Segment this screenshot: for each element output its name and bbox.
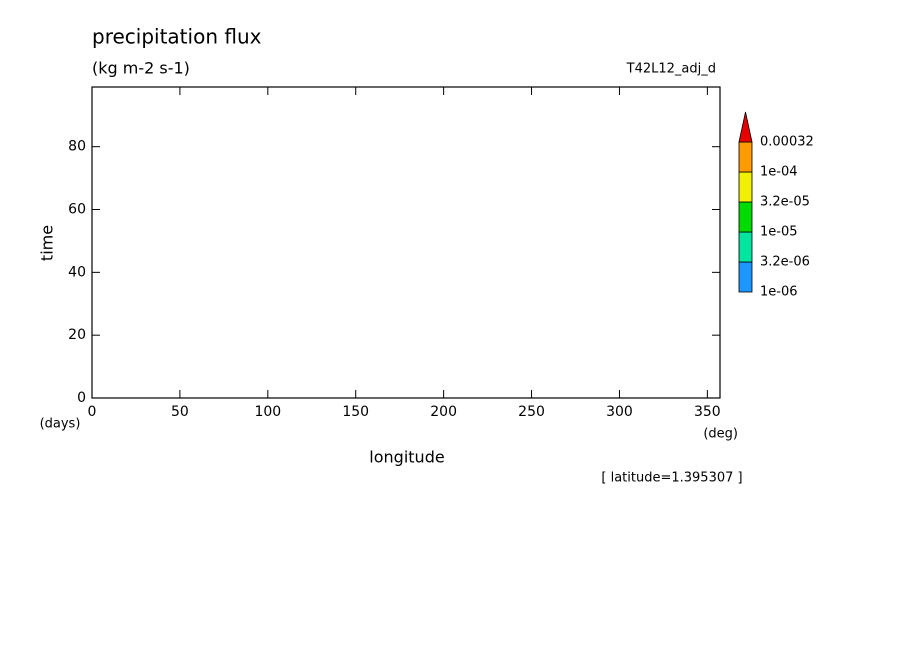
colorbar-label: 1e-06 (760, 285, 798, 300)
y-axis-unit: (days) (40, 417, 81, 432)
x-tick-label: 350 (694, 404, 721, 420)
chart-title: precipitation flux (92, 25, 262, 49)
colorbar-label: 0.00032 (760, 135, 814, 150)
x-tick-label: 200 (430, 404, 457, 420)
x-tick-label: 0 (88, 404, 97, 420)
colorbar-label: 1e-05 (760, 225, 798, 240)
colorbar-label: 3.2e-05 (760, 195, 810, 210)
y-tick-label: 40 (68, 264, 86, 280)
colorbar-box (738, 231, 753, 263)
colorbar-box (738, 141, 753, 173)
x-axis-unit: (deg) (703, 427, 738, 442)
colorbar-box (738, 201, 753, 233)
colorbar-box (738, 171, 753, 203)
plot-frame (91, 86, 721, 399)
y-tick-label: 0 (77, 390, 86, 406)
colorbar-label: 3.2e-06 (760, 255, 810, 270)
y-tick-label: 20 (68, 327, 86, 343)
y-tick-label: 80 (68, 139, 86, 155)
colorbar-extend (738, 111, 753, 143)
x-tick-label: 300 (606, 404, 633, 420)
colorbar-label: 1e-04 (760, 165, 798, 180)
annotation: [ latitude=1.395307 ] (601, 471, 742, 486)
colorbar-box (738, 261, 753, 293)
experiment-label: T42L12_adj_d (626, 62, 716, 77)
chart-subtitle: (kg m-2 s-1) (92, 59, 190, 78)
x-tick-label: 50 (171, 404, 189, 420)
y-tick-label: 60 (68, 202, 86, 218)
x-tick-label: 250 (518, 404, 545, 420)
x-axis-title: longitude (369, 448, 444, 467)
x-tick-label: 150 (342, 404, 369, 420)
y-axis-title: time (38, 225, 57, 261)
x-tick-label: 100 (254, 404, 281, 420)
